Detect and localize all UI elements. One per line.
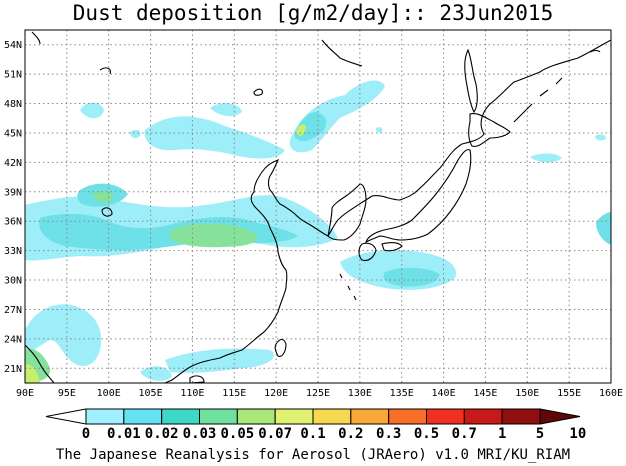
dust-region-indochina: [140, 366, 172, 381]
coast-topright: [589, 49, 601, 53]
lat-tick-label: 48N: [4, 99, 22, 110]
coast-kyushu: [358, 242, 377, 262]
colorbar-label: 0.2: [338, 426, 363, 442]
lon-tick-label: 90E: [16, 388, 34, 399]
lon-tick-label: 120E: [264, 388, 288, 399]
colorbar-label: 0.03: [183, 426, 217, 442]
dust-region-east-patch2: [595, 134, 606, 141]
coast-korea: [327, 183, 367, 241]
coastlines: [25, 31, 611, 383]
lat-tick-label: 33N: [4, 246, 22, 257]
coast-ryukyu: [339, 273, 357, 301]
lon-tick-label: 105E: [139, 388, 163, 399]
lat-tick-label: 45N: [4, 128, 22, 139]
dust-region-lake: [210, 103, 242, 117]
longitude-labels: 90E 95E 100E 105E 110E 115E 120E 125E 130E 135E 14…: [16, 388, 623, 399]
lon-tick-label: 115E: [222, 388, 246, 399]
colorbar-swatch: [236, 408, 276, 425]
dust-region-manchuria-peak: [296, 124, 306, 136]
map-title: Dust deposition [g/m2/day]:: 23Jun2015: [73, 1, 553, 25]
dust-region-east-edge: [596, 212, 611, 245]
coast-kurils: [513, 77, 563, 123]
lon-tick-label: 125E: [306, 388, 330, 399]
lat-tick-label: 27N: [4, 305, 22, 316]
colorbar-swatch: [426, 408, 465, 425]
colorbar-label: 0: [82, 426, 90, 442]
colorbar-label: 10: [569, 426, 586, 442]
lat-tick-label: 51N: [4, 70, 22, 81]
lat-tick-label: 54N: [4, 40, 22, 51]
lat-tick-label: 21N: [4, 364, 22, 375]
colorbar-label: 0.3: [376, 426, 401, 442]
colorbar-label: 0.1: [300, 426, 325, 442]
coast-honshu: [365, 149, 472, 244]
colorbar-swatch: [463, 408, 503, 425]
coast-hainan: [189, 375, 205, 383]
lon-tick-label: 135E: [390, 388, 414, 399]
lat-tick-label: 36N: [4, 217, 22, 228]
dust-region-west-core: [92, 190, 114, 203]
lat-tick-label: 42N: [4, 158, 22, 169]
colorbar-label: 0.05: [220, 426, 254, 442]
dust-region-japan-south-core: [383, 267, 440, 287]
dust-region-southwest-peak: [25, 364, 40, 383]
latitude-labels: 21N 24N 27N 30N 33N 36N 39N 42N 45N 48N 51N 54N: [4, 40, 22, 375]
colorbar-label: 5: [536, 426, 544, 442]
colorbar-swatch: [199, 408, 238, 425]
coast-lake-west: [101, 207, 113, 217]
colorbar: 0 0.01 0.02 0.03 0.05 0.07 0.1 0.2 0.3 0.5 0.7 1 5 10: [45, 408, 586, 442]
colorbar-left-arrow: [45, 408, 87, 425]
colorbar-label: 0.7: [452, 426, 477, 442]
map-area: [25, 30, 611, 383]
lon-tick-label: 145E: [473, 388, 497, 399]
lat-tick-label: 24N: [4, 334, 22, 345]
colorbar-swatch: [123, 408, 163, 425]
colorbar-swatch: [161, 408, 201, 425]
colorbar-swatch: [388, 408, 427, 425]
lat-tick-label: 30N: [4, 276, 22, 287]
coast-hokkaido: [468, 113, 511, 147]
lon-tick-label: 100E: [97, 388, 121, 399]
dust-region-north-band: [144, 116, 285, 159]
colorbar-swatch: [350, 408, 390, 425]
colorbar-label: 1: [498, 426, 506, 442]
coast-taiwan: [274, 338, 287, 357]
colorbar-swatch: [312, 408, 352, 425]
coast-lake-baikal: [99, 67, 111, 75]
lon-tick-label: 150E: [515, 388, 539, 399]
dust-region-mongolia-small: [130, 129, 141, 139]
lat-tick-label: 39N: [4, 187, 22, 198]
colorbar-label: 0.01: [107, 426, 141, 442]
dust-region-east-patch1: [530, 153, 562, 163]
colorbar-label: 0.02: [145, 426, 179, 442]
footer-credit: The Japanese Reanalysis for Aerosol (JRA…: [56, 447, 570, 463]
coast-asia-interior: [321, 39, 363, 67]
coast-west-corner: [25, 344, 55, 383]
lon-tick-label: 160E: [599, 388, 623, 399]
coast-lake-small: [253, 88, 263, 96]
lon-tick-label: 130E: [348, 388, 372, 399]
coast-topleft: [31, 31, 41, 45]
colorbar-label: 0.07: [258, 426, 292, 442]
dust-region-southwest: [25, 304, 102, 366]
lon-tick-label: 110E: [180, 388, 204, 399]
colorbar-right-arrow: [539, 408, 581, 425]
colorbar-swatch: [85, 408, 125, 425]
colorbar-swatch: [274, 408, 314, 425]
coast-shikoku: [381, 242, 403, 252]
colorbar-label: 0.5: [414, 426, 439, 442]
dust-region-sakhalin-patch: [375, 127, 383, 133]
lon-tick-label: 95E: [58, 388, 76, 399]
dust-region-mongolia-west: [80, 102, 104, 119]
map-frame: [24, 29, 612, 384]
lon-tick-label: 155E: [557, 388, 581, 399]
coast-sakhalin: [464, 48, 478, 114]
coast-asia-mainland: [164, 39, 611, 383]
colorbar-swatch: [501, 408, 541, 425]
grid-lines: [25, 30, 611, 383]
lon-tick-label: 140E: [432, 388, 456, 399]
dust-region-central-peak: [169, 223, 257, 248]
